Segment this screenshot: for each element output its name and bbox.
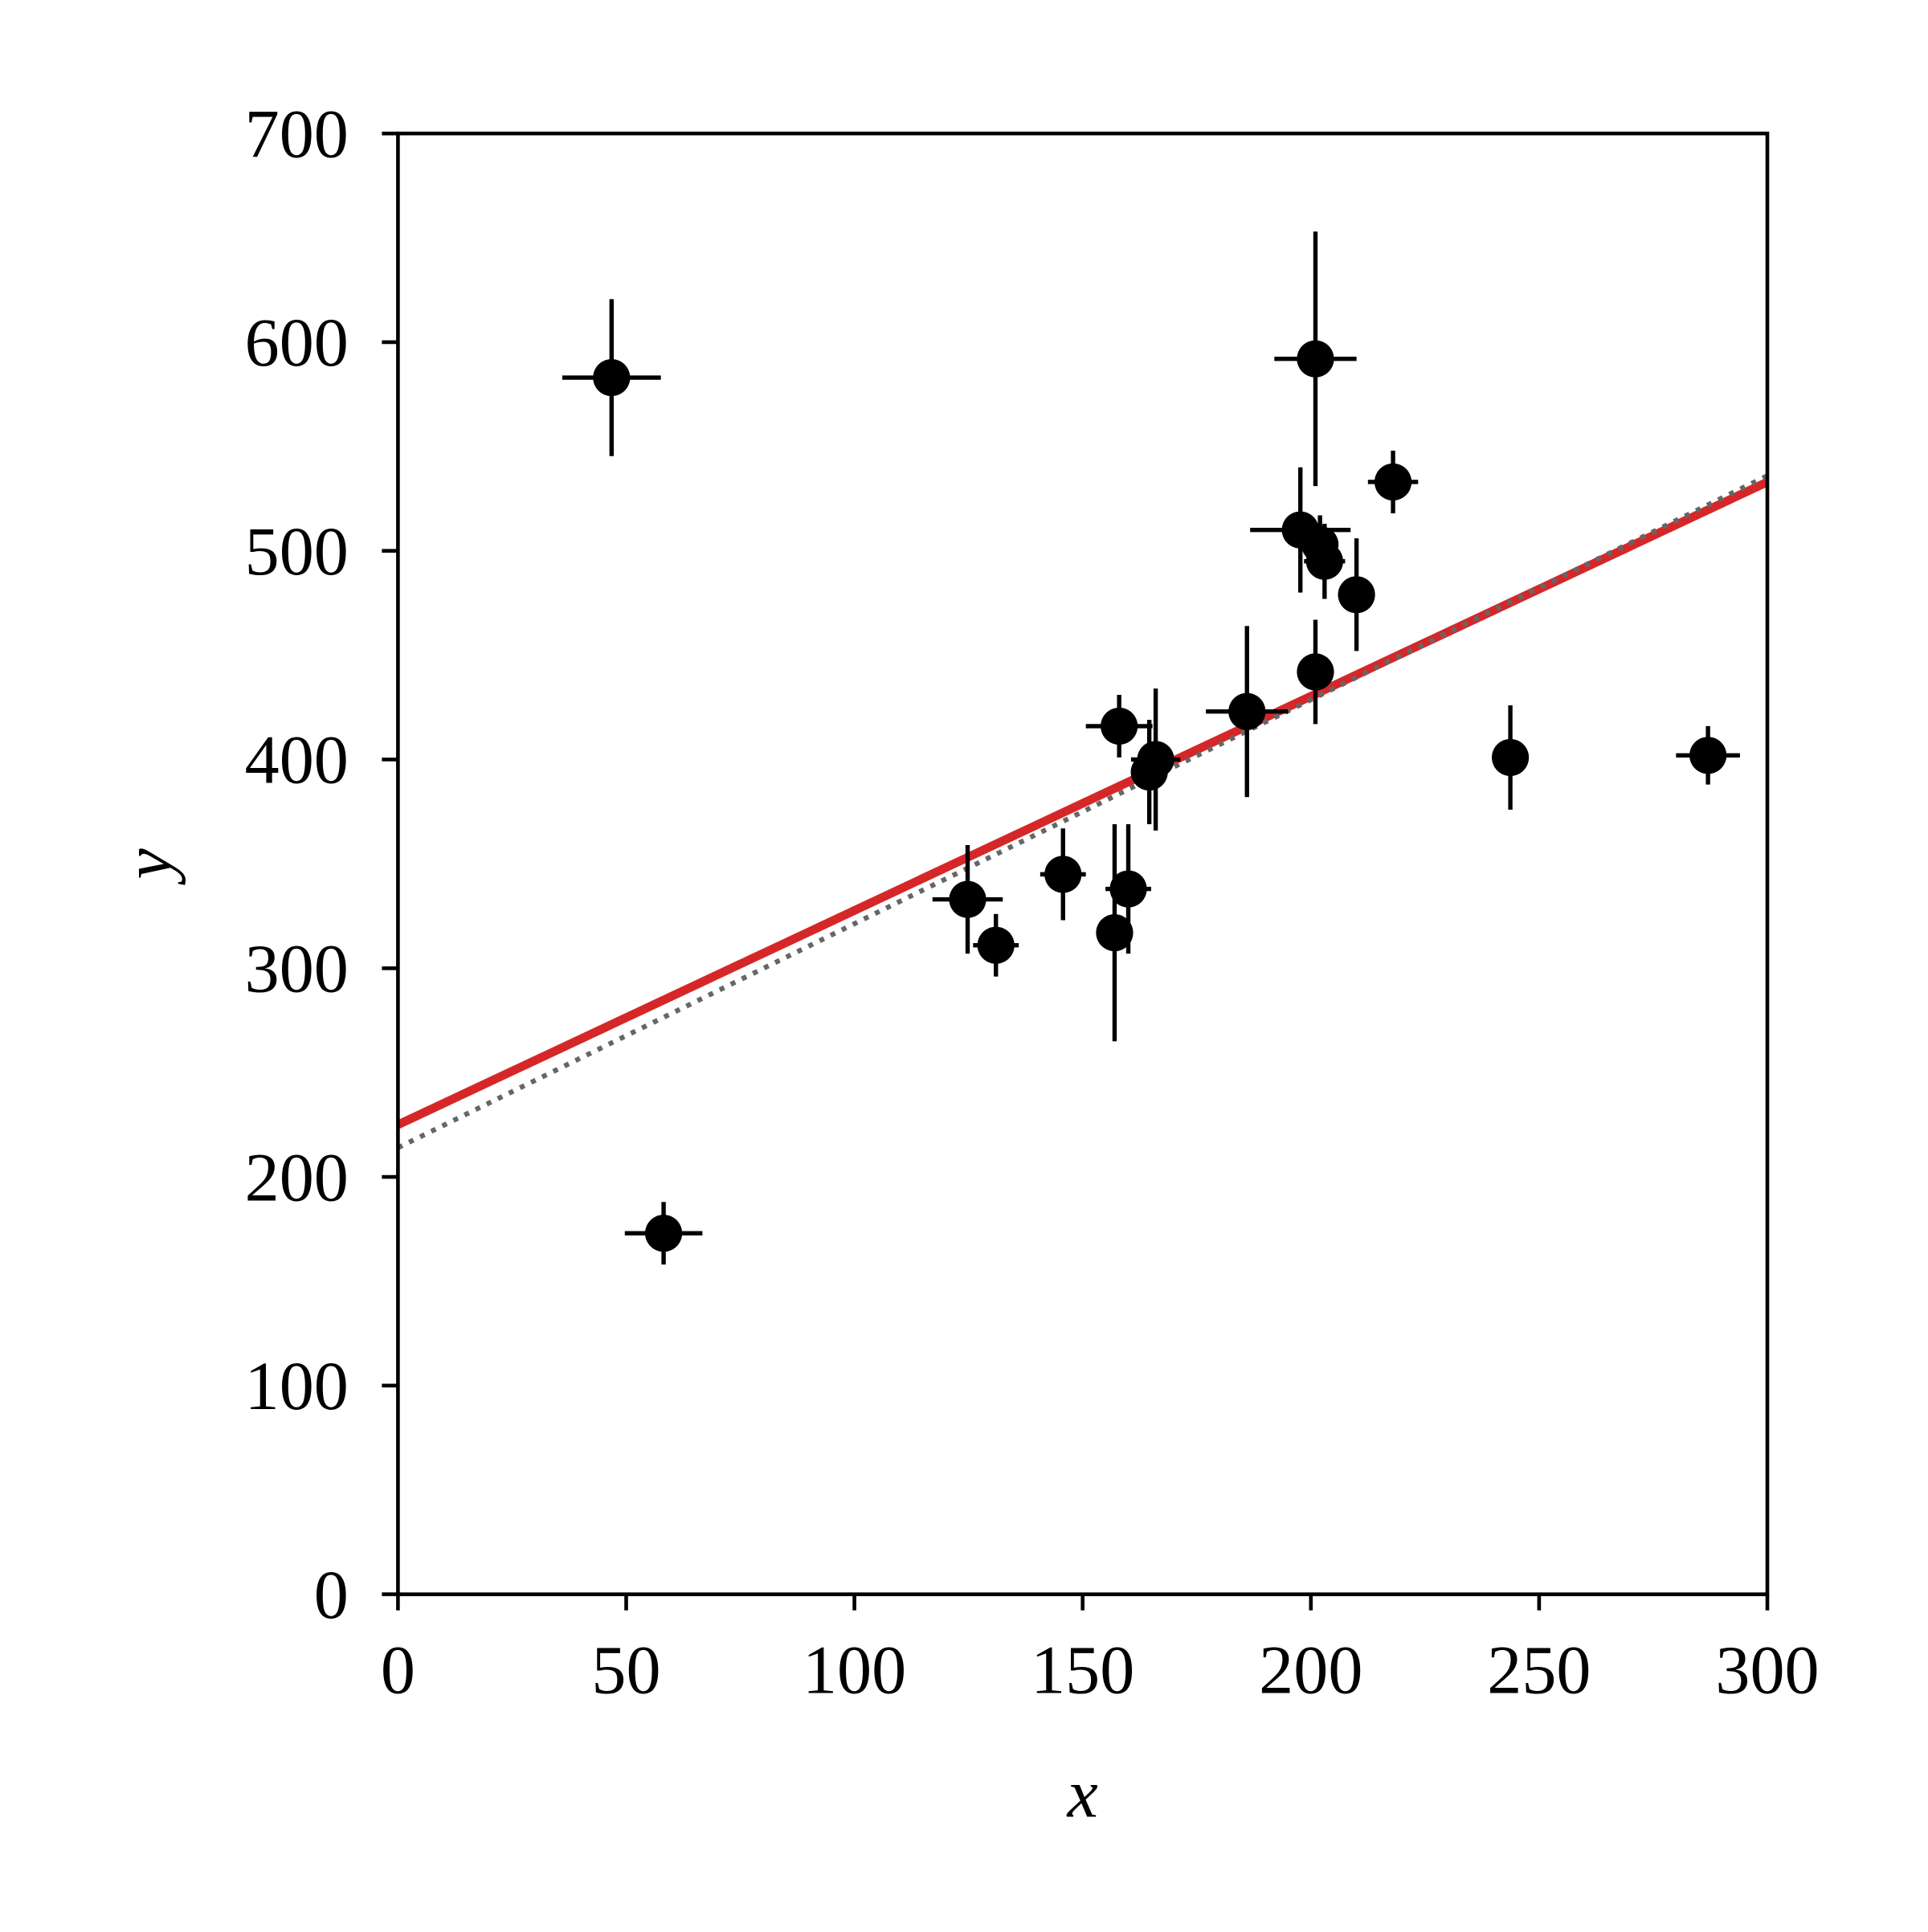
x-tick-label: 50: [591, 1632, 660, 1709]
x-tick-label: 150: [1031, 1632, 1134, 1709]
y-tick-label: 300: [245, 930, 349, 1007]
point: [949, 880, 986, 918]
y-tick-label: 0: [314, 1556, 349, 1633]
point: [1096, 914, 1134, 952]
x-tick-label: 250: [1487, 1632, 1591, 1709]
point: [1297, 340, 1334, 378]
point: [645, 1215, 683, 1252]
point: [1101, 707, 1138, 745]
point: [1338, 576, 1375, 614]
y-tick-label: 100: [245, 1347, 349, 1424]
point: [593, 359, 631, 397]
point: [1044, 856, 1082, 893]
x-tick-label: 200: [1259, 1632, 1362, 1709]
point: [1109, 870, 1147, 908]
point: [1228, 692, 1266, 730]
point: [1374, 463, 1412, 501]
x-tick-label: 300: [1715, 1632, 1819, 1709]
y-tick-label: 500: [245, 513, 349, 590]
x-axis-label: x: [1066, 1755, 1098, 1832]
y-tick-label: 200: [245, 1138, 349, 1215]
point: [1297, 653, 1334, 691]
point: [1492, 738, 1530, 776]
y-tick-label: 700: [245, 95, 349, 172]
point: [1137, 741, 1174, 778]
point: [1689, 737, 1727, 774]
y-tick-label: 400: [245, 721, 349, 799]
point: [977, 926, 1015, 964]
plot-frame: [396, 131, 1770, 1596]
fit-line: [396, 478, 1770, 1129]
x-tick-label: 0: [381, 1632, 415, 1709]
x-tick-label: 100: [803, 1632, 906, 1709]
y-tick-label: 600: [245, 304, 349, 381]
point: [1305, 542, 1343, 580]
